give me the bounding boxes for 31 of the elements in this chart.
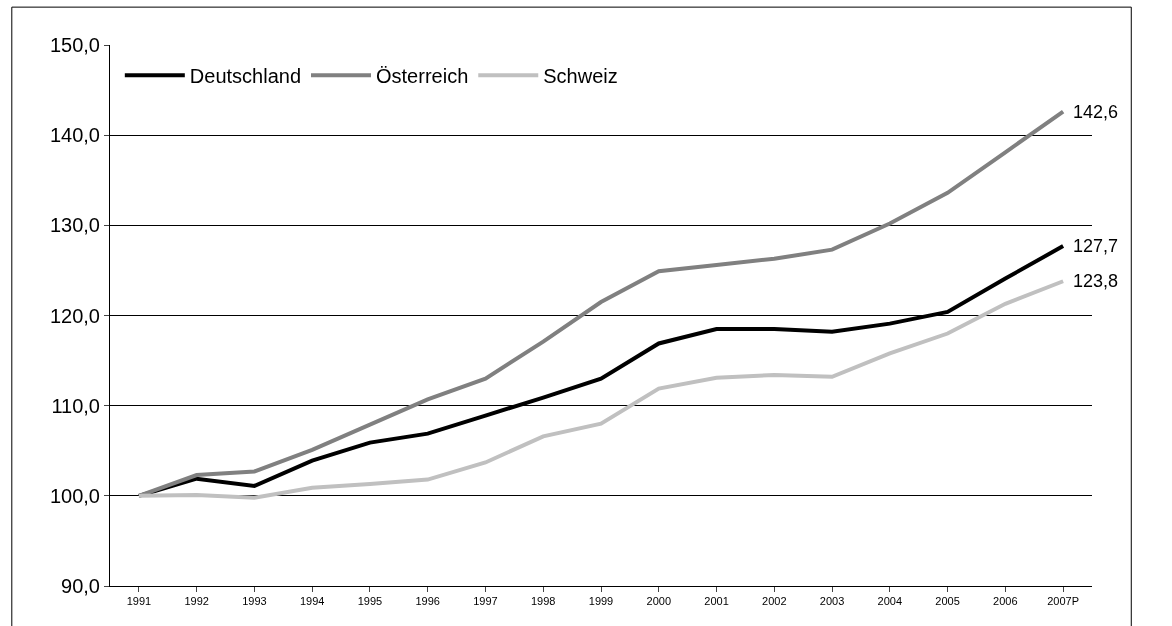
annotation: 142,6 [1073, 102, 1119, 122]
x-tick-label: 1991 [126, 595, 152, 608]
legend-label: Deutschland [189, 65, 302, 88]
x-tick-label: 1996 [415, 595, 440, 608]
x-tick-label: 1995 [357, 595, 383, 608]
x-tick-label: 1998 [531, 595, 556, 608]
y-tick-label: 130,0 [49, 214, 100, 237]
y-tick-label: 150,0 [49, 34, 100, 56]
y-tick-label: 100,0 [49, 484, 100, 507]
annotation: 123,8 [1073, 271, 1119, 291]
x-tick-label: 2000 [646, 595, 671, 608]
x-tick-label: 2007P [1047, 595, 1080, 608]
x-tick-label: 2001 [704, 595, 729, 608]
x-tick-label: 1999 [588, 595, 614, 608]
y-tick-label: 120,0 [49, 304, 100, 327]
y-tick-label: 90,0 [61, 575, 100, 597]
x-tick-label: 1992 [184, 595, 209, 608]
x-tick-label: 2004 [877, 595, 903, 608]
x-tick-label: 1997 [473, 595, 498, 608]
x-tick-label: 2006 [993, 595, 1018, 608]
x-tick-label: 2005 [935, 595, 960, 608]
y-tick-label: 140,0 [49, 124, 100, 147]
x-tick-label: 2003 [819, 595, 845, 608]
annotation: 127,7 [1073, 236, 1119, 256]
legend-label: Schweiz [543, 65, 618, 88]
line-series [136, 109, 1066, 498]
x-tick-label: 1994 [299, 595, 325, 608]
legend-label: Österreich [376, 65, 469, 88]
x-tick-label: 2002 [762, 595, 787, 608]
x-tick-label: 1993 [242, 595, 267, 608]
y-tick-label: 110,0 [51, 394, 100, 417]
